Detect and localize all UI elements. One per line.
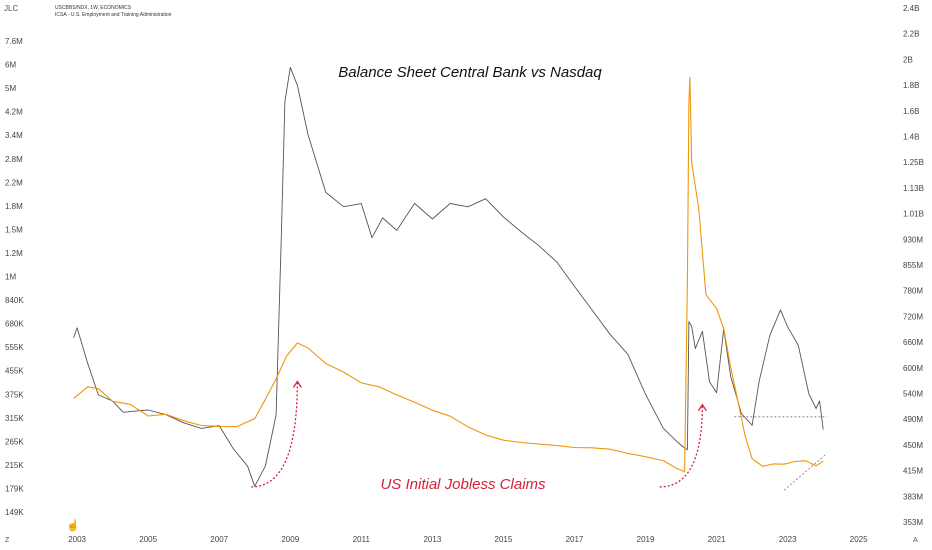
right-tick-label: 1.01B	[903, 210, 924, 219]
right-tick-label: 415M	[903, 467, 923, 476]
left-tick-label: 1M	[5, 273, 16, 282]
claims-series-line	[73, 77, 824, 473]
annotation-arrow	[251, 381, 299, 488]
right-tick-label: 383M	[903, 492, 923, 501]
right-tick-label: 780M	[903, 287, 923, 296]
pointer-icon: ☝	[66, 520, 80, 532]
x-tick-label: 2007	[210, 535, 228, 544]
right-tick-label: 600M	[903, 364, 923, 373]
right-tick-label: 540M	[903, 390, 923, 399]
right-tick-label: 353M	[903, 518, 923, 527]
left-tick-label: 7.6M	[5, 37, 23, 46]
left-tick-label: 375K	[5, 390, 24, 399]
x-tick-label: 2019	[637, 535, 655, 544]
left-tick-label: 1.8M	[5, 202, 23, 211]
arrowhead-icon	[697, 403, 707, 412]
x-tick-label: 2011	[353, 535, 371, 544]
right-tick-label: 1.13B	[903, 184, 924, 193]
symbol-line-1: USCBBS/NDX, 1W, ECONOMICS	[55, 5, 132, 11]
left-tick-label: 2.2M	[5, 178, 23, 187]
right-tick-label: 2.2B	[903, 30, 919, 39]
left-tick-label: 215K	[5, 461, 24, 470]
x-tick-label: 2009	[281, 535, 299, 544]
x-tick-label: 2017	[566, 535, 584, 544]
right-tick-label: 1.6B	[903, 107, 919, 116]
left-tick-label: 315K	[5, 414, 24, 423]
guides	[251, 380, 827, 491]
dotted-trend-line	[783, 453, 827, 491]
left-tick-label: 179K	[5, 484, 24, 493]
left-tick-label: 3.4M	[5, 131, 23, 140]
x-tick-label: 2013	[423, 535, 441, 544]
series-layer	[73, 66, 824, 487]
x-tick-label: 2021	[708, 535, 726, 544]
x-tick-label: 2015	[495, 535, 513, 544]
left-tick-label: 455K	[5, 367, 24, 376]
left-tick-label: 1.2M	[5, 249, 23, 258]
left-tick-label: 6M	[5, 61, 16, 70]
x-tick-label: 2025	[850, 535, 868, 544]
left-tick-label: 265K	[5, 437, 24, 446]
left-tick-label: 149K	[5, 508, 24, 517]
right-tick-label: 720M	[903, 312, 923, 321]
annotation-arrow	[659, 404, 704, 488]
left-tick-label: 840K	[5, 296, 24, 305]
annotation-label: US Initial Jobless Claims	[380, 476, 546, 493]
right-tick-label: 660M	[903, 338, 923, 347]
x-tick-label: 2005	[139, 535, 157, 544]
ratio-series-line	[73, 66, 824, 487]
left-tick-label: 4.2M	[5, 108, 23, 117]
x-tick-label: 2023	[779, 535, 797, 544]
arrowhead-icon	[292, 380, 302, 388]
x-axis: 2003 2005 2007 2009 2011 2013 2015 2017 2019 2021…	[68, 535, 868, 544]
right-tick-label: 930M	[903, 235, 923, 244]
right-tick-label: 490M	[903, 415, 923, 424]
chart-title: Balance Sheet Central Bank vs Nasdaq	[338, 64, 602, 81]
symbol-line-2: ICSA - U.S. Employment and Training Admi…	[55, 12, 172, 18]
corner-bottom-right[interactable]: A	[913, 537, 918, 544]
right-tick-label: 2B	[903, 55, 913, 64]
left-tick-label: 2.8M	[5, 155, 23, 164]
corner-top-left: JLC	[4, 4, 19, 13]
right-tick-label: 450M	[903, 441, 923, 450]
right-tick-label: 855M	[903, 261, 923, 270]
x-tick-label: 2003	[68, 535, 86, 544]
right-tick-label: 2.4B	[903, 4, 919, 13]
corner-bottom-left[interactable]: Z	[5, 537, 10, 544]
left-tick-label: 5M	[5, 84, 16, 93]
left-tick-label: 680K	[5, 320, 24, 329]
right-axis: 2.4B 2.2B 2B 1.8B 1.6B 1.4B 1.25B 1.13B 1.01B 930…	[903, 4, 924, 527]
left-tick-label: 1.5M	[5, 225, 23, 234]
right-tick-label: 1.8B	[903, 81, 919, 90]
right-tick-label: 1.25B	[903, 158, 924, 167]
right-tick-label: 1.4B	[903, 133, 919, 142]
left-axis: 7.6M 6M 5M 4.2M 3.4M 2.8M 2.2M 1.8M 1.5M 1.2M 1M 84…	[5, 37, 24, 517]
left-tick-label: 555K	[5, 343, 24, 352]
